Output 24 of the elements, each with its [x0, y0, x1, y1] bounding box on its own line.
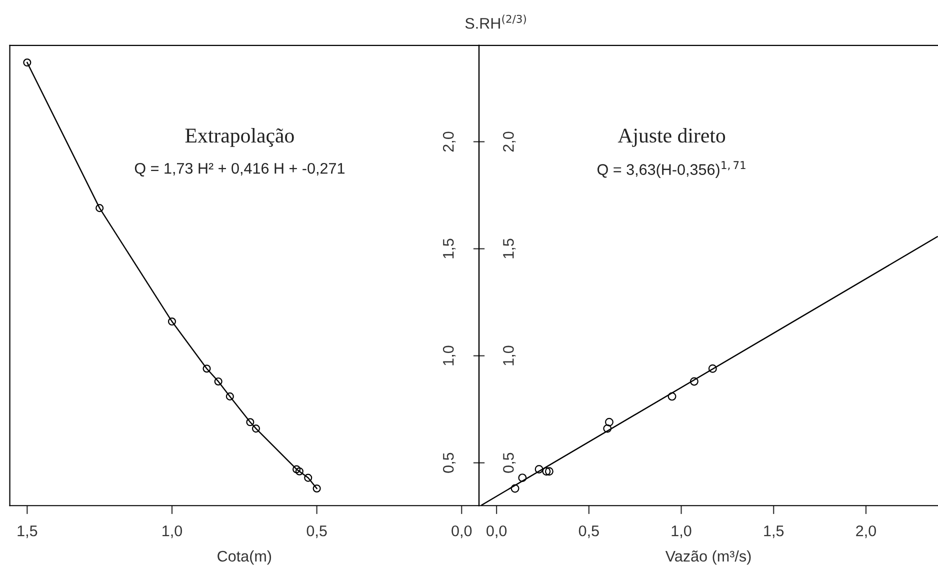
- x-tick-label: 0,0: [486, 525, 507, 538]
- y-tick-label: 2,0: [442, 132, 456, 152]
- x-axis-title: Cota(m): [218, 550, 272, 565]
- chart-title: S.RH$^{(2/3)}$: [465, 14, 526, 29]
- x-axis-title: Vazão (m³/s): [665, 550, 751, 565]
- x-tick-label: 0,5: [306, 525, 327, 538]
- x-tick-label: 0,0: [452, 525, 472, 538]
- annotation: Ajuste direto: [618, 128, 726, 147]
- annotation: Q = 1,73 H² + 0,416 H + -0,271: [134, 162, 344, 176]
- x-tick-label: 1,5: [764, 526, 784, 538]
- y2-tick-label: 1,5: [503, 238, 516, 258]
- y-tick-label: 0,5: [442, 452, 456, 473]
- y2-tick-label: 0,5: [503, 452, 516, 473]
- y2-tick-label: 2,0: [503, 132, 516, 152]
- annotation: Extrapolação: [185, 128, 294, 147]
- x-tick-label: 1,0: [672, 525, 692, 538]
- annotation: Q = 3,63(H-0,356)$^{1,71}$: [597, 161, 746, 178]
- x-tick-label: 2,0: [856, 525, 876, 538]
- x-tick-label: 1,5: [18, 526, 38, 538]
- x-tick-label: 1,0: [162, 525, 182, 538]
- y2-tick-label: 1,0: [503, 346, 516, 366]
- y-tick-label: 1,5: [443, 238, 456, 258]
- y-tick-label: 1,0: [442, 346, 456, 366]
- x-tick-label: 0,5: [578, 525, 599, 538]
